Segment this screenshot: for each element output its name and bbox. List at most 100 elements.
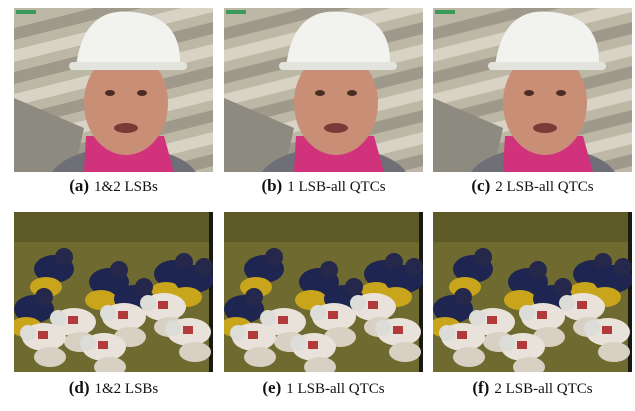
panel: (f) 2 LSB-all QTCs [433, 212, 632, 397]
caption-text: 1 LSB-all QTCs [286, 381, 384, 397]
helmet [469, 310, 485, 326]
face [84, 51, 168, 155]
player-pants [85, 290, 117, 310]
panel: (c) 2 LSB-all QTCs [433, 8, 632, 195]
player-number [98, 341, 108, 349]
eye [315, 90, 325, 96]
shadow [433, 98, 503, 172]
helmet [140, 295, 156, 311]
tag [16, 10, 36, 14]
helmet [100, 305, 116, 321]
mouth [533, 123, 557, 133]
helmet [55, 248, 73, 266]
helmet [454, 288, 472, 306]
panel: (e) 1 LSB-all QTCs [224, 212, 423, 397]
tag [226, 10, 246, 14]
helmet [495, 11, 600, 66]
player-pants [513, 357, 545, 372]
panel-label: (c) [471, 176, 490, 195]
player-number [68, 316, 78, 324]
panel-label: (a) [69, 176, 89, 195]
player-pants [453, 347, 485, 367]
caption-text: 1 LSB-all QTCs [287, 179, 385, 195]
helmet [499, 335, 515, 351]
wall-stripe [351, 154, 423, 172]
panel: (a) 1&2 LSBs [14, 8, 213, 195]
player-pants [504, 290, 536, 310]
helmet [20, 325, 36, 341]
player-pants [389, 342, 421, 362]
caption-text: 1&2 LSBs [94, 179, 158, 195]
tag [435, 10, 455, 14]
eye [137, 90, 147, 96]
helmet [80, 335, 96, 351]
caption-text: 2 LSB-all QTCs [495, 179, 593, 195]
helmet [405, 258, 423, 276]
helmet [135, 278, 153, 296]
player-number [602, 326, 612, 334]
helmet [345, 278, 363, 296]
player-number [328, 311, 338, 319]
helmet [529, 261, 547, 279]
panel-caption: (a) 1&2 LSBs [69, 176, 158, 195]
helmet [165, 320, 181, 336]
eye [347, 90, 357, 96]
player-pants [244, 347, 276, 367]
panel-image [14, 8, 213, 172]
border [419, 212, 423, 372]
panel: (b) 1 LSB-all QTCs [224, 8, 423, 195]
player-number [38, 331, 48, 339]
player-number [183, 326, 193, 334]
player-number [278, 316, 288, 324]
player-pants [179, 342, 211, 362]
helmet [290, 335, 306, 351]
helmet [50, 310, 66, 326]
helmet [195, 258, 213, 276]
helmet [350, 295, 366, 311]
helmet [375, 320, 391, 336]
helmet [584, 320, 600, 336]
panel-caption: (c) 2 LSB-all QTCs [471, 176, 593, 195]
helmet [286, 11, 391, 66]
player-pants [598, 342, 630, 362]
panel-label: (b) [261, 176, 282, 195]
player-number [537, 311, 547, 319]
shadow [224, 98, 294, 172]
eye [556, 90, 566, 96]
player-number [517, 341, 527, 349]
helmet [76, 11, 181, 66]
helmet-brim [488, 62, 606, 70]
panel-caption: (d) 1&2 LSBs [69, 378, 159, 397]
player-pants [304, 357, 336, 372]
panel-caption: (b) 1 LSB-all QTCs [261, 176, 385, 195]
face [294, 51, 378, 155]
panel-label: (d) [69, 378, 90, 397]
panel-caption: (f) 2 LSB-all QTCs [472, 378, 592, 397]
player-number [368, 301, 378, 309]
player-number [393, 326, 403, 334]
field-top [14, 212, 213, 242]
helmet [310, 305, 326, 321]
player-pants [94, 357, 126, 372]
mouth [324, 123, 348, 133]
helmet [265, 248, 283, 266]
caption-text: 1&2 LSBs [95, 381, 159, 397]
helmet [35, 288, 53, 306]
player-number [487, 316, 497, 324]
panel-label: (e) [262, 378, 281, 397]
caption-text: 2 LSB-all QTCs [494, 381, 592, 397]
wall-stripe [433, 8, 561, 40]
player-number [457, 331, 467, 339]
field-top [433, 212, 632, 242]
helmet [245, 288, 263, 306]
panel-image [433, 212, 632, 372]
panel-image [224, 8, 423, 172]
helmet [554, 278, 572, 296]
helmet [320, 261, 338, 279]
mouth [114, 123, 138, 133]
panel-image [433, 8, 632, 172]
helmet-brim [279, 62, 397, 70]
shadow [14, 98, 84, 172]
helmet [519, 305, 535, 321]
